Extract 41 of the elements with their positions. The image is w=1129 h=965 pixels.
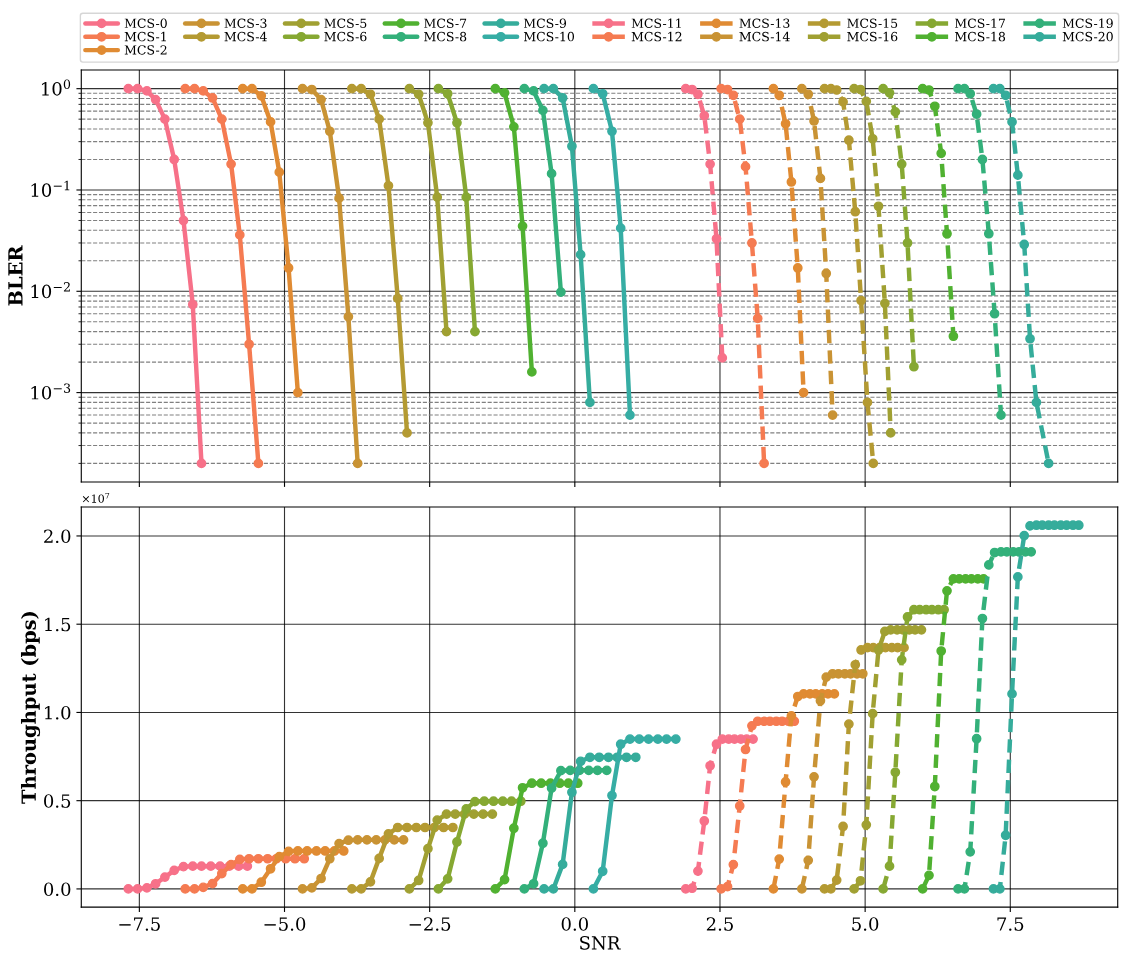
x-tick-label: −2.5	[409, 917, 451, 931]
y-tick-label: 10$^{−2}$	[31, 282, 70, 299]
legend-label: MCS-4	[224, 31, 267, 42]
legend-label: MCS-10	[523, 31, 575, 42]
x-tick-label: 5.0	[852, 917, 879, 931]
legend-label: MCS-6	[324, 31, 367, 42]
legend-label: MCS-18	[955, 31, 1006, 42]
y-tick-label: 0.5	[44, 794, 71, 808]
y-axis-title: BLER	[8, 245, 23, 306]
text: ×10$^{7}$	[82, 492, 110, 503]
legend-label: MCS-19	[1062, 18, 1113, 28]
y-tick-label: 1.5	[45, 617, 71, 632]
legend-label: MCS-13	[739, 18, 790, 28]
x-axis-title: SNR	[580, 936, 621, 950]
legend-label: MCS-17	[955, 18, 1005, 28]
x-tick-label: 7.5	[997, 917, 1024, 931]
legend-label: MCS-9	[523, 18, 567, 28]
legend-label: MCS-2	[124, 45, 167, 55]
x-tick-label: 0.0	[561, 917, 588, 931]
y-tick-label: 1.0	[45, 705, 71, 720]
y-tick-label: 10$^{−3}$	[31, 383, 71, 400]
y-tick-label: 0.0	[44, 882, 71, 897]
legend-label: MCS-3	[224, 18, 267, 28]
x-tick-label: −5.0	[264, 917, 306, 931]
legend-label: MCS-8	[424, 31, 467, 42]
x-tick-label: −7.5	[119, 917, 160, 931]
y-tick-label: 10$^{−1}$	[31, 180, 70, 197]
y-axis-title: Throughput (bps)	[20, 612, 41, 804]
y-tick-label: 10$^{0}$	[41, 79, 71, 96]
legend-label: MCS-14	[739, 31, 790, 42]
legend-label: MCS-7	[424, 18, 467, 28]
legend-label: MCS-0	[124, 18, 167, 28]
x-tick-label: 2.5	[706, 917, 733, 931]
legend-label: MCS-16	[847, 31, 898, 42]
y-tick-label: 2.0	[44, 529, 71, 544]
legend-label: MCS-1	[124, 31, 166, 42]
legend-label: MCS-11	[631, 18, 681, 28]
legend-label: MCS-20	[1062, 31, 1113, 42]
legend-label: MCS-15	[847, 18, 898, 28]
legend-label: MCS-12	[631, 31, 682, 42]
legend-label: MCS-5	[324, 18, 367, 28]
